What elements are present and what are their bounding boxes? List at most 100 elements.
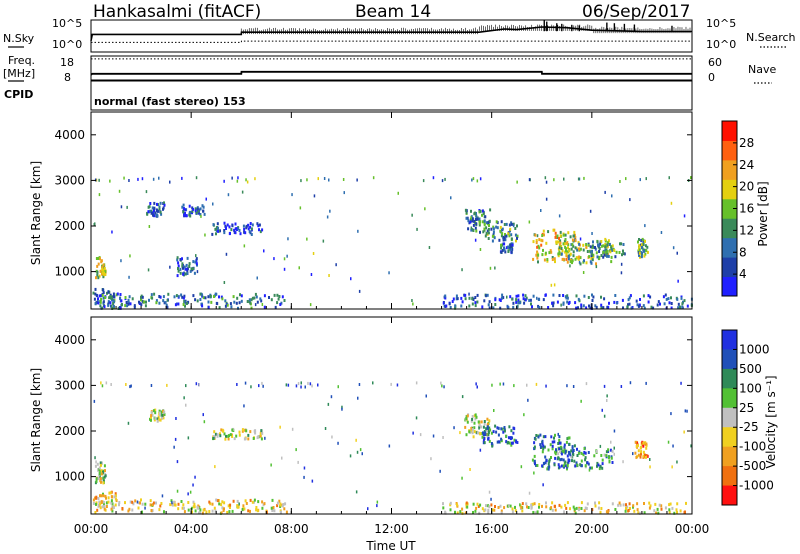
heatmap-cell [471, 178, 473, 182]
heatmap-cell [192, 267, 195, 271]
heatmap-cell [465, 501, 468, 505]
heatmap-cell [485, 226, 488, 230]
heatmap-cell [171, 503, 174, 507]
heatmap-cell [215, 301, 218, 305]
heatmap-cell [231, 224, 234, 228]
heatmap-cell [559, 241, 562, 245]
heatmap-cell [591, 293, 593, 297]
heatmap-cell [587, 243, 590, 247]
heatmap-cell [170, 499, 173, 503]
heatmap-cell [660, 231, 663, 234]
heatmap-cell [536, 510, 539, 514]
heatmap-cell [251, 223, 254, 227]
heatmap-cell [610, 260, 613, 264]
heatmap-cell [503, 248, 506, 252]
heatmap-cell [489, 428, 492, 432]
heatmap-cell [114, 492, 117, 496]
heatmap-cell [176, 274, 179, 278]
heatmap-cell [95, 178, 98, 182]
heatmap-cell [195, 382, 198, 386]
heatmap-cell [520, 506, 523, 509]
heatmap-cell [482, 230, 485, 234]
velocity-heatmap [92, 381, 692, 515]
heatmap-cell [210, 300, 213, 304]
heatmap-cell [177, 264, 180, 268]
heatmap-cell [181, 262, 184, 266]
heatmap-cell [495, 430, 498, 434]
heatmap-cell [151, 503, 154, 507]
heatmap-cell [510, 429, 513, 433]
heatmap-cell [105, 501, 108, 505]
heatmap-cell [240, 299, 243, 303]
heatmap-cell [445, 304, 448, 308]
heatmap-cell [225, 252, 228, 256]
heatmap-cell [636, 502, 639, 506]
heatmap-cell [328, 178, 330, 182]
heatmap-cell [573, 507, 576, 511]
heatmap-cell [486, 429, 489, 433]
heatmap-cell [199, 511, 202, 515]
heatmap-cell [582, 243, 585, 247]
heatmap-cell [184, 272, 187, 276]
heatmap-cell [216, 434, 219, 438]
heatmap-cell [504, 233, 506, 236]
heatmap-cell [198, 511, 200, 515]
heatmap-cell [593, 454, 596, 458]
heatmap-cell [469, 220, 472, 224]
heatmap-cell [596, 255, 599, 259]
heatmap-cell [306, 237, 308, 241]
heatmap-cell [99, 269, 102, 273]
heatmap-cell [454, 306, 457, 310]
heatmap-cell [163, 510, 165, 514]
heatmap-cell [102, 479, 105, 483]
heatmap-cell [245, 178, 247, 182]
heatmap-cell [93, 399, 96, 403]
heatmap-cell [479, 248, 482, 251]
heatmap-cell [502, 430, 505, 434]
heatmap-cell [276, 301, 279, 305]
heatmap-cell [100, 472, 103, 476]
heatmap-cell [598, 247, 601, 250]
heatmap-cell [511, 243, 514, 247]
heatmap-cell [575, 256, 578, 260]
heatmap-cell [568, 249, 571, 253]
heatmap-cell [487, 231, 490, 235]
heatmap-cell [100, 494, 103, 498]
heatmap-cell [121, 303, 123, 306]
heatmap-cell [157, 203, 160, 207]
heatmap-cell [497, 433, 500, 437]
heatmap-cell [99, 463, 102, 467]
heatmap-cell [526, 383, 528, 387]
heatmap-cell [551, 256, 554, 259]
heatmap-cell [505, 234, 508, 238]
heatmap-cell [683, 299, 686, 303]
heatmap-cell [475, 229, 478, 233]
heatmap-cell [515, 298, 518, 302]
heatmap-cell [108, 296, 111, 300]
heatmap-cell [197, 209, 200, 213]
heatmap-cell [502, 238, 505, 242]
heatmap-cell [496, 226, 499, 230]
heatmap-cell [213, 295, 215, 298]
heatmap-cell [456, 511, 459, 515]
heatmap-cell [509, 246, 512, 250]
heatmap-cell [456, 503, 458, 507]
heatmap-cell [232, 295, 235, 299]
heatmap-cell [128, 295, 131, 299]
heatmap-cell [578, 242, 581, 246]
heatmap-cell [476, 179, 479, 183]
heatmap-cell [239, 232, 242, 236]
heatmap-cell [249, 225, 252, 229]
heatmap-cell [102, 265, 105, 269]
heatmap-cell [676, 502, 679, 506]
heatmap-cell [184, 300, 187, 304]
heatmap-cell [448, 302, 451, 306]
heatmap-cell [472, 502, 475, 506]
heatmap-cell [567, 436, 570, 440]
heatmap-cell [563, 239, 566, 243]
heatmap-cell [555, 241, 558, 245]
heatmap-cell [184, 267, 187, 271]
heatmap-cell [119, 296, 121, 300]
heatmap-cell [486, 434, 489, 438]
